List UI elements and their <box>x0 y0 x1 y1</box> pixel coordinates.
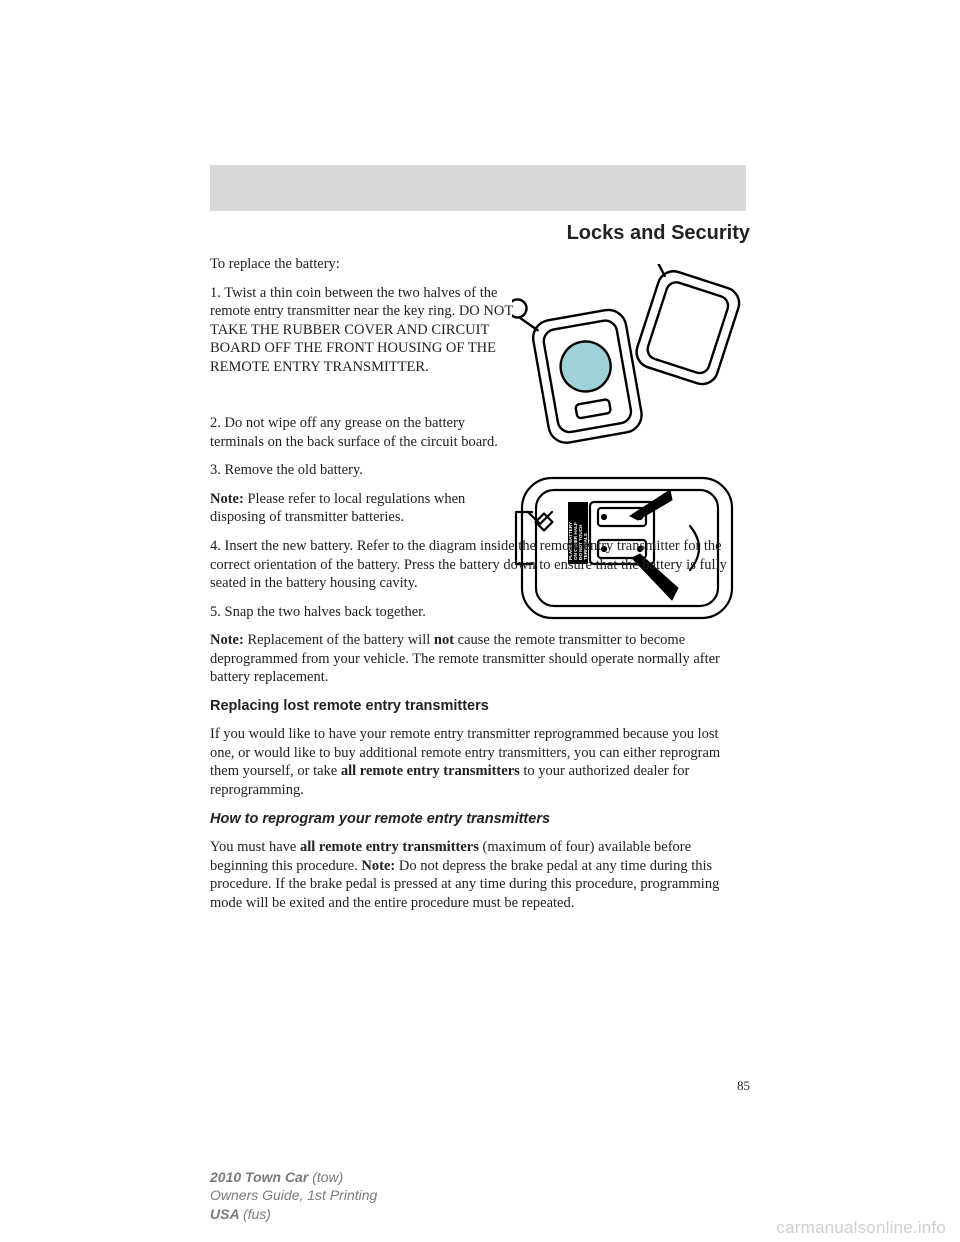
p-step1: 1. Twist a thin coin between the two hal… <box>210 284 518 377</box>
p-step3: 3. Remove the old battery. <box>210 461 518 480</box>
footer-guide: Owners Guide, 1st Printing <box>210 1186 377 1204</box>
p-note2: Note: Replacement of the battery will no… <box>210 631 746 687</box>
p-step2: 2. Do not wipe off any grease on the bat… <box>210 414 518 451</box>
page-number: 85 <box>737 1078 750 1094</box>
p-note1: Note: Please refer to local regulations … <box>210 490 518 527</box>
p-intro: To replace the battery: <box>210 255 518 274</box>
heading-replacing-lost: Replacing lost remote entry transmitters <box>210 697 746 716</box>
manual-page: Locks and Security <box>0 0 960 1242</box>
footer-model: 2010 Town Car <box>210 1169 312 1185</box>
p-step4: 4. Insert the new battery. Refer to the … <box>210 537 746 593</box>
p-lost: If you would like to have your remote en… <box>210 725 746 799</box>
p-step5: 5. Snap the two halves back together. <box>210 603 746 622</box>
p-reprogram: You must have all remote entry transmitt… <box>210 838 746 912</box>
heading-how-to-reprogram: How to reprogram your remote entry trans… <box>210 810 746 829</box>
footer: 2010 Town Car (tow) Owners Guide, 1st Pr… <box>210 1168 377 1223</box>
section-title: Locks and Security <box>567 222 750 245</box>
footer-code1: (tow) <box>312 1169 343 1185</box>
header-grey-box <box>210 165 746 211</box>
footer-region: USA <box>210 1206 243 1222</box>
footer-code2: (fus) <box>243 1206 271 1222</box>
body-content: To replace the battery: 1. Twist a thin … <box>210 255 746 922</box>
watermark: carmanualsonline.info <box>776 1218 946 1238</box>
